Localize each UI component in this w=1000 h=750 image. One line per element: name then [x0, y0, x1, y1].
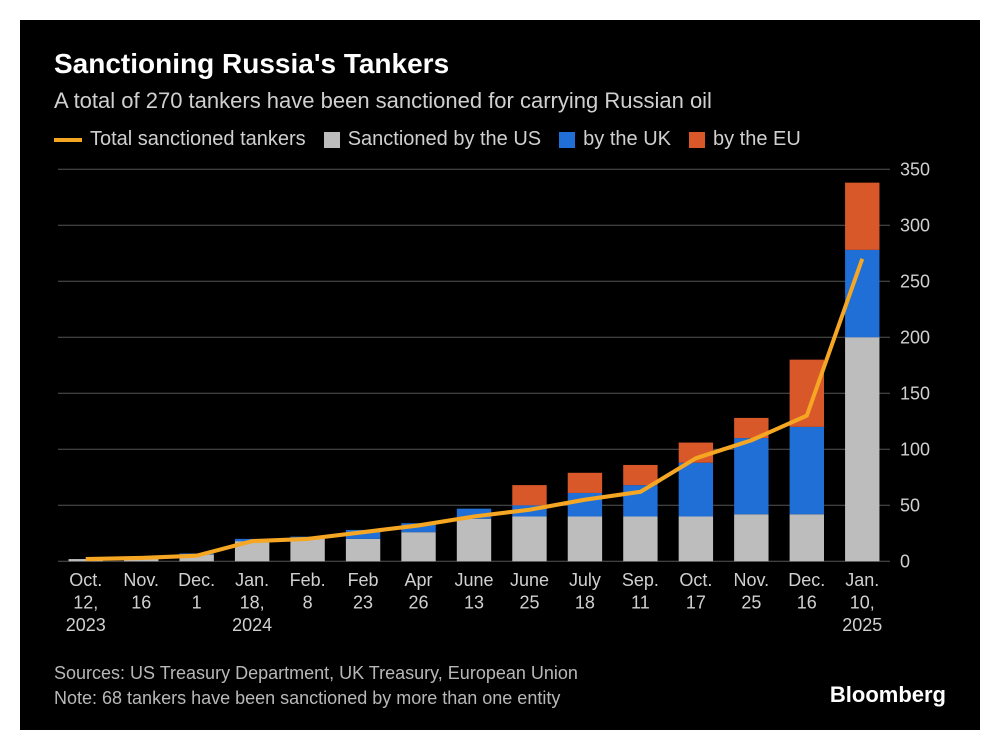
legend-us-label: Sanctioned by the US — [348, 128, 541, 151]
chart-title: Sanctioning Russia's Tankers — [54, 48, 946, 80]
svg-text:0: 0 — [900, 550, 910, 571]
svg-text:16: 16 — [797, 591, 817, 612]
svg-text:2024: 2024 — [232, 614, 272, 635]
svg-text:2023: 2023 — [66, 614, 106, 635]
svg-text:150: 150 — [900, 382, 930, 403]
legend-uk-label: by the UK — [583, 128, 671, 151]
legend-eu-swatch — [689, 132, 705, 148]
svg-text:June: June — [455, 569, 494, 590]
svg-text:Dec.: Dec. — [788, 569, 825, 590]
svg-text:Nov.: Nov. — [123, 569, 159, 590]
plot-area: 050100150200250300350Oct.12,2023Nov.16De… — [54, 161, 946, 643]
svg-text:Oct.: Oct. — [679, 569, 712, 590]
svg-text:13: 13 — [464, 591, 484, 612]
svg-text:250: 250 — [900, 270, 930, 291]
legend-item-uk: by the UK — [559, 128, 671, 151]
svg-text:June: June — [510, 569, 549, 590]
svg-text:1: 1 — [192, 591, 202, 612]
legend-eu-label: by the EU — [713, 128, 801, 151]
svg-text:16: 16 — [131, 591, 151, 612]
svg-text:Nov.: Nov. — [734, 569, 770, 590]
brand-logo: Bloomberg — [830, 680, 946, 710]
legend-total-line — [54, 138, 82, 142]
svg-text:50: 50 — [900, 494, 920, 515]
svg-text:10,: 10, — [850, 591, 875, 612]
footer-note: Note: 68 tankers have been sanctioned by… — [54, 686, 578, 710]
svg-text:300: 300 — [900, 214, 930, 235]
svg-text:Dec.: Dec. — [178, 569, 215, 590]
chart-svg: 050100150200250300350Oct.12,2023Nov.16De… — [54, 161, 946, 643]
svg-text:12,: 12, — [73, 591, 98, 612]
svg-text:23: 23 — [353, 591, 373, 612]
svg-text:26: 26 — [409, 591, 429, 612]
svg-text:8: 8 — [303, 591, 313, 612]
svg-text:25: 25 — [519, 591, 539, 612]
svg-text:200: 200 — [900, 326, 930, 347]
svg-text:100: 100 — [900, 438, 930, 459]
legend-total-label: Total sanctioned tankers — [90, 128, 306, 151]
legend-item-us: Sanctioned by the US — [324, 128, 541, 151]
svg-text:18,: 18, — [240, 591, 265, 612]
svg-text:350: 350 — [900, 161, 930, 179]
chart-frame: Sanctioning Russia's Tankers A total of … — [20, 20, 980, 730]
svg-text:Jan.: Jan. — [845, 569, 879, 590]
footer: Sources: US Treasury Department, UK Trea… — [54, 661, 946, 710]
svg-text:Feb.: Feb. — [290, 569, 326, 590]
svg-text:Apr: Apr — [405, 569, 433, 590]
svg-text:11: 11 — [631, 591, 650, 612]
svg-text:25: 25 — [741, 591, 761, 612]
svg-text:Oct.: Oct. — [69, 569, 102, 590]
legend-us-swatch — [324, 132, 340, 148]
chart-subtitle: A total of 270 tankers have been sanctio… — [54, 88, 946, 114]
svg-text:Feb: Feb — [348, 569, 379, 590]
svg-text:2025: 2025 — [842, 614, 882, 635]
svg-text:Sep.: Sep. — [622, 569, 659, 590]
svg-text:17: 17 — [686, 591, 706, 612]
footer-text: Sources: US Treasury Department, UK Trea… — [54, 661, 578, 710]
svg-text:Jan.: Jan. — [235, 569, 269, 590]
svg-text:18: 18 — [575, 591, 595, 612]
legend-uk-swatch — [559, 132, 575, 148]
legend-item-eu: by the EU — [689, 128, 801, 151]
footer-sources: Sources: US Treasury Department, UK Trea… — [54, 661, 578, 685]
svg-text:July: July — [569, 569, 602, 590]
legend-item-total: Total sanctioned tankers — [54, 128, 306, 151]
legend: Total sanctioned tankers Sanctioned by t… — [54, 128, 946, 151]
